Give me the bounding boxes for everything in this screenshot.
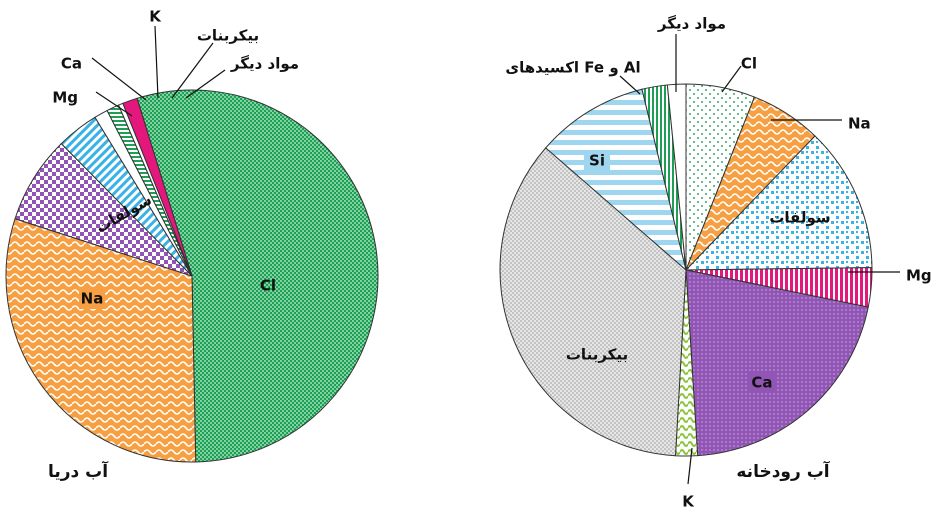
leader-sea-others xyxy=(185,69,226,99)
label-bg-river-ca xyxy=(749,373,775,393)
slice-river-ca xyxy=(685,269,869,457)
leader-sea-ca xyxy=(91,57,147,101)
label-bg-sea-na xyxy=(79,289,105,309)
label-river-sulfate: سولفات xyxy=(769,209,830,227)
pie-river-water xyxy=(499,83,873,457)
label-sea-ca: Ca xyxy=(61,55,82,73)
slice-river-bicarbonate xyxy=(499,147,687,457)
label-river-k: K xyxy=(682,493,695,511)
slice-labels: Cl Na سولفات Mg Ca K بیکربنات مواد دیگر آب دریا C… xyxy=(48,8,932,511)
label-sea-na: Na xyxy=(81,290,104,308)
label-sea-mg: Mg xyxy=(52,89,78,107)
caption-sea: آب دریا xyxy=(48,460,109,482)
label-river-na: Na xyxy=(848,115,871,133)
label-river-bicarbonate: بیکربنات xyxy=(566,346,628,364)
leader-river-cl xyxy=(721,65,742,93)
leader-river-k xyxy=(687,447,693,485)
leader-sea-mg xyxy=(95,91,133,117)
label-sea-k: K xyxy=(149,8,162,26)
label-river-fe-al-oxides: اکسیدهای Fe و Al xyxy=(505,59,640,77)
label-sea-cl: Cl xyxy=(260,277,276,295)
label-sea-others: مواد دیگر xyxy=(230,55,299,73)
label-sea-bicarbonate: بیکربنات xyxy=(197,27,259,45)
slice-sea-cl xyxy=(136,89,379,463)
leader-river-fe-al-oxides xyxy=(619,75,641,95)
slice-sea-na xyxy=(5,218,197,463)
label-river-others: مواد دیگر xyxy=(657,15,726,33)
label-bg-river-si xyxy=(584,151,610,171)
label-river-ca: Ca xyxy=(751,374,772,392)
pie-sea-water xyxy=(5,89,379,463)
slice-river-others xyxy=(666,83,687,271)
leader-sea-k xyxy=(154,25,159,99)
label-river-mg: Mg xyxy=(906,267,932,285)
slice-sea-others xyxy=(122,97,193,277)
label-river-cl: Cl xyxy=(741,55,757,73)
label-river-si: Si xyxy=(589,152,605,170)
leader-sea-bicarbonate xyxy=(171,42,214,99)
leader-lines xyxy=(91,25,900,485)
caption-river: آب رودخانه xyxy=(736,460,830,482)
slice-river-sulfate xyxy=(684,135,873,271)
